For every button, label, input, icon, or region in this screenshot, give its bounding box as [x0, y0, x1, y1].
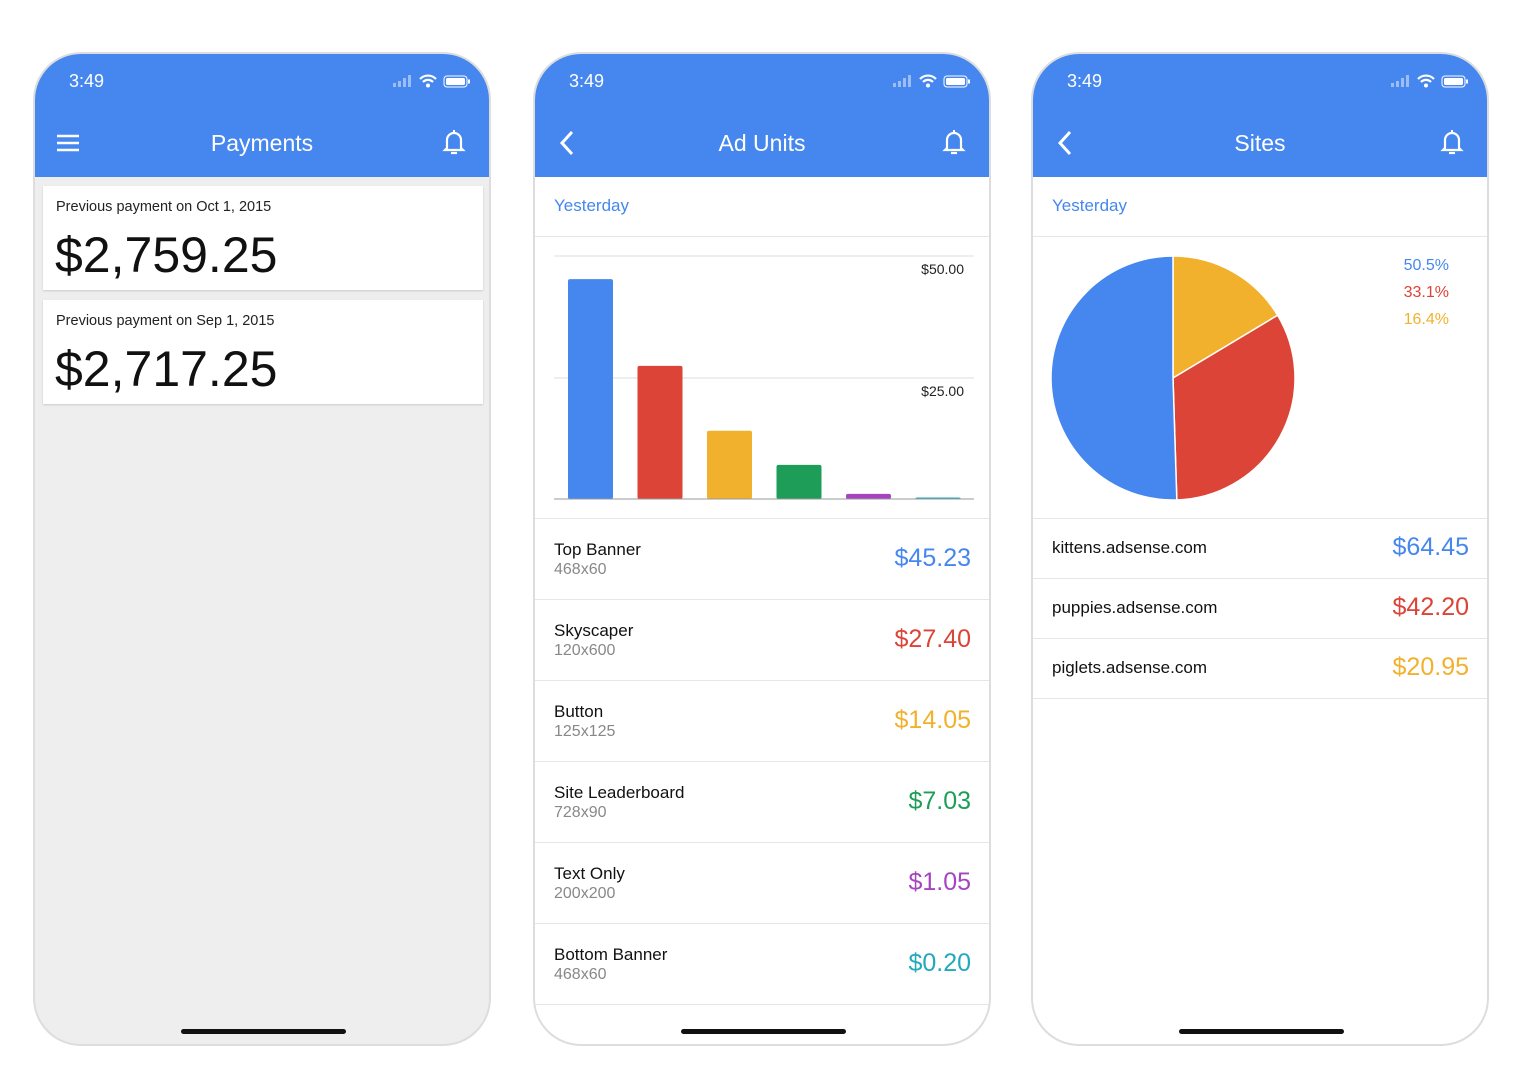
bar	[568, 279, 613, 499]
ad-unit-earnings: $1.05	[908, 868, 971, 896]
divider	[1033, 518, 1487, 519]
signal-icon	[893, 75, 911, 87]
site-name: kittens.adsense.com	[1052, 538, 1207, 557]
divider	[535, 236, 989, 237]
site-row[interactable]: kittens.adsense.com $64.45	[1033, 519, 1487, 579]
home-indicator[interactable]	[681, 1029, 846, 1034]
site-name: puppies.adsense.com	[1052, 598, 1218, 617]
bar	[776, 464, 822, 499]
wifi-icon	[419, 74, 437, 88]
ad-unit-earnings: $7.03	[908, 787, 971, 815]
pie-chart	[1050, 255, 1296, 501]
app-header: 3:49 Payments	[35, 54, 489, 177]
status-time: 3:49	[569, 71, 605, 91]
site-row[interactable]: piglets.adsense.com $20.95	[1033, 639, 1487, 699]
period-label[interactable]: Yesterday	[554, 196, 629, 215]
payment-label: Previous payment on Oct 1, 2015	[56, 199, 272, 215]
ad-unit-name: Bottom Banner	[554, 945, 668, 964]
payment-label: Previous payment on Sep 1, 2015	[56, 313, 275, 329]
bell-icon[interactable]	[1439, 128, 1465, 156]
home-indicator[interactable]	[181, 1029, 346, 1034]
ad-unit-earnings: $0.20	[908, 949, 971, 977]
back-icon[interactable]	[1053, 130, 1079, 156]
battery-icon	[1441, 75, 1468, 87]
ad-unit-size: 728x90	[554, 804, 607, 821]
ad-unit-row[interactable]: Site Leaderboard 728x90 $7.03	[535, 762, 989, 843]
signal-icon	[393, 75, 411, 87]
ad-unit-size: 120x600	[554, 642, 616, 659]
status-time: 3:49	[1067, 71, 1103, 91]
y-tick-label: $50.00	[921, 261, 964, 277]
status-icons	[1389, 74, 1469, 88]
ad-unit-name: Skyscaper	[554, 621, 634, 640]
percent-label: 16.4%	[1403, 311, 1449, 328]
status-icons	[891, 74, 971, 88]
page-title: Ad Units	[718, 130, 806, 156]
battery-icon	[943, 75, 970, 87]
status-icons	[391, 74, 471, 88]
wifi-icon	[1417, 74, 1435, 88]
payment-card[interactable]: Previous payment on Sep 1, 2015 $2,717.2…	[43, 300, 483, 404]
ad-unit-earnings: $14.05	[894, 706, 971, 734]
payment-amount: $2,717.25	[55, 341, 278, 397]
ad-unit-row[interactable]: Button 125x125 $14.05	[535, 681, 989, 762]
back-icon[interactable]	[555, 130, 581, 156]
ad-unit-name: Text Only	[554, 864, 625, 883]
ad-unit-earnings: $45.23	[894, 544, 971, 572]
app-header: 3:49 Ad Units	[535, 54, 989, 177]
y-tick-label: $25.00	[921, 383, 964, 399]
bell-icon[interactable]	[441, 128, 467, 156]
bar	[707, 430, 752, 499]
ad-unit-name: Top Banner	[554, 540, 641, 559]
percent-label: 33.1%	[1403, 284, 1449, 301]
bell-icon[interactable]	[941, 128, 967, 156]
status-time: 3:49	[69, 71, 105, 91]
bar	[846, 493, 891, 499]
ad-unit-size: 200x200	[554, 885, 616, 902]
payments-screen: 3:49 Payments Previous payment on Oct 1,…	[33, 52, 491, 1046]
ad-unit-row[interactable]: Top Banner 468x60 $45.23	[535, 519, 989, 600]
divider	[535, 518, 989, 519]
ad-unit-name: Site Leaderboard	[554, 783, 685, 802]
home-indicator[interactable]	[1179, 1029, 1344, 1034]
sites-screen: 3:49 Sites Yesterday 50.5% 33.1% 16.4% k…	[1031, 52, 1489, 1046]
bar	[637, 365, 683, 499]
pie-slice	[1172, 314, 1296, 501]
app-header: 3:49 Sites	[1033, 54, 1487, 177]
page-title: Payments	[210, 130, 314, 156]
pie-slice	[1050, 255, 1178, 501]
bar-chart: $50.00 $25.00	[554, 255, 974, 500]
ad-unit-size: 468x60	[554, 561, 607, 578]
ad-unit-row[interactable]: Text Only 200x200 $1.05	[535, 843, 989, 924]
wifi-icon	[919, 74, 937, 88]
ad-unit-name: Button	[554, 702, 604, 721]
page-title: Sites	[1234, 130, 1286, 156]
ad-unit-earnings: $27.40	[894, 625, 971, 653]
battery-icon	[443, 75, 470, 87]
divider	[1033, 236, 1487, 237]
site-name: piglets.adsense.com	[1052, 658, 1207, 677]
ad-unit-row[interactable]: Bottom Banner 468x60 $0.20	[535, 924, 989, 1005]
payment-amount: $2,759.25	[55, 227, 278, 283]
ad-unit-row[interactable]: Skyscaper 120x600 $27.40	[535, 600, 989, 681]
site-earnings: $20.95	[1392, 653, 1469, 681]
ad-unit-size: 468x60	[554, 966, 607, 983]
menu-icon[interactable]	[55, 130, 81, 156]
signal-icon	[1391, 75, 1409, 87]
pie-slice	[1172, 255, 1279, 380]
percent-label: 50.5%	[1403, 257, 1449, 274]
site-earnings: $64.45	[1392, 533, 1469, 561]
site-earnings: $42.20	[1392, 593, 1469, 621]
period-label[interactable]: Yesterday	[1052, 196, 1127, 215]
payment-card[interactable]: Previous payment on Oct 1, 2015 $2,759.2…	[43, 186, 483, 290]
site-row[interactable]: puppies.adsense.com $42.20	[1033, 579, 1487, 639]
ad-unit-size: 125x125	[554, 723, 616, 740]
ad-units-screen: 3:49 Ad Units Yesterday $50.00 $25.00 To…	[533, 52, 991, 1046]
